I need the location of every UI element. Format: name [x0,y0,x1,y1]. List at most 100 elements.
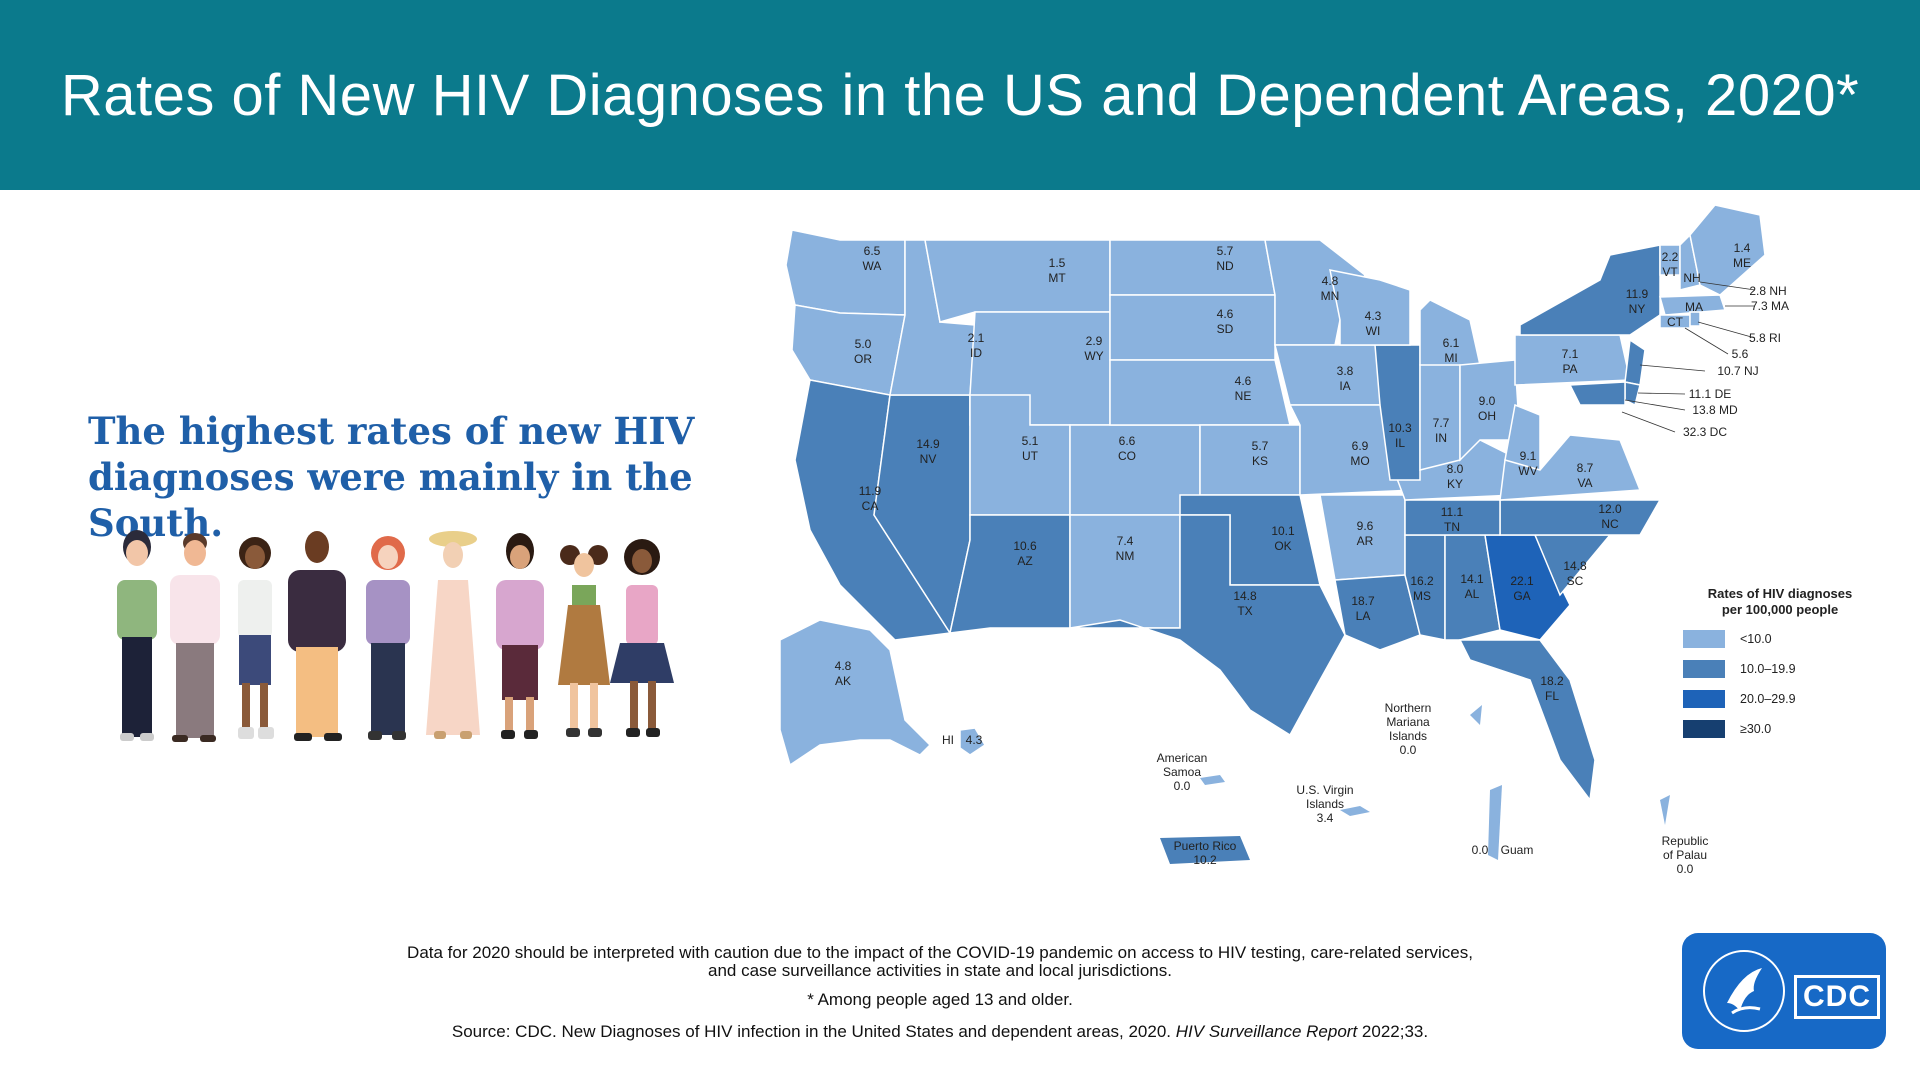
northern-mariana-rate: 0.0 [1400,743,1417,757]
hiv-rate-map: 6.5WA5.0OR11.9CA14.9NV2.1ID1.5MT2.9WY5.1… [780,204,1852,876]
territory-northern-mariana-shape [1470,705,1482,725]
small-state-code-nh: NH [1683,271,1700,285]
state-label-va-code: VA [1577,476,1592,490]
state-label-nv-code: NV [920,452,937,466]
northern-mariana-name-line-2: Mariana [1386,715,1430,729]
callout-leader-line [1684,327,1729,355]
state-label-il-rate: 10.3 [1388,421,1412,435]
state-label-wy-code: WY [1084,349,1103,363]
state-il [1374,344,1421,481]
callout-label: 13.8 MD [1692,403,1738,417]
northern-mariana-name-line-1: Northern [1385,701,1432,715]
page-title: Rates of New HIV Diagnoses in the US and… [60,63,1860,128]
state-label-fl-code: FL [1545,689,1559,703]
state-la [1334,574,1421,651]
state-sd [1109,294,1276,361]
territory-puerto-rico-shape [1160,836,1250,864]
state-label-tx-code: TX [1237,604,1252,618]
hhs-eagle-seal-icon [1703,950,1785,1032]
state-label-ks-code: KS [1252,454,1268,468]
state-label-hi-rate: 4.3 [966,733,983,747]
state-label-wi-code: WI [1366,324,1381,338]
state-label-wy-rate: 2.9 [1086,334,1103,348]
state-label-il-code: IL [1395,436,1405,450]
state-label-al-code: AL [1465,587,1480,601]
american-samoa-name-line-2: Samoa [1163,765,1201,779]
state-label-wi-rate: 4.3 [1365,309,1382,323]
state-md [1568,381,1626,406]
legend-label-3: 20.0–29.9 [1740,692,1796,706]
state-label-sc-code: SC [1567,574,1584,588]
state-label-in-code: IN [1435,431,1447,445]
state-ma [1659,294,1727,316]
state-label-ok-code: OK [1274,539,1291,553]
state-label-nd-code: ND [1216,259,1234,273]
cdc-logo-text: CDC [1794,975,1880,1019]
person-2-figure [170,533,220,742]
northern-mariana-name-line-3: Islands [1389,729,1427,743]
state-label-al-rate: 14.1 [1460,572,1484,586]
virgin-islands-name-line-2: Islands [1306,797,1344,811]
state-label-fl-rate: 18.2 [1540,674,1564,688]
state-label-ia-code: IA [1339,379,1350,393]
legend-swatch-4 [1683,720,1725,738]
state-label-ne-code: NE [1235,389,1252,403]
state-nm [1069,514,1181,629]
state-tn [1404,499,1501,536]
state-label-mi-rate: 6.1 [1443,336,1460,350]
state-label-sc-rate: 14.8 [1563,559,1587,573]
state-label-me-code: ME [1733,256,1751,270]
state-label-nd-rate: 5.7 [1217,244,1234,258]
state-label-ca-rate: 11.9 [859,484,882,498]
state-label-ia-rate: 3.8 [1337,364,1354,378]
source-suffix: 2022;33. [1361,1022,1429,1041]
state-label-ny-code: NY [1629,302,1646,316]
state-label-nc-code: NC [1601,517,1619,531]
palau-name-line-2: of Palau [1663,848,1707,862]
state-label-wa-rate: 6.5 [864,244,881,258]
state-wi [1329,269,1411,346]
state-label-ky-code: KY [1447,477,1463,491]
caution-note-line-2: and case surveillance activities in stat… [708,961,1172,980]
state-label-pa-rate: 7.1 [1562,347,1579,361]
state-or [791,304,906,396]
source-report-title: HIV Surveillance Report [1175,1022,1358,1041]
state-label-ca-code: CA [862,499,879,513]
callout-label: 7.3 MA [1751,299,1789,313]
state-label-az-rate: 10.6 [1013,539,1037,553]
callout-label: 5.8 RI [1749,331,1781,345]
state-label-vt-code: VT [1662,265,1678,279]
american-samoa-name-line-1: American [1157,751,1208,765]
state-ct [1659,314,1691,329]
state-label-sd-code: SD [1217,322,1234,336]
state-label-co-rate: 6.6 [1119,434,1136,448]
callout-leader-line [1699,281,1756,291]
state-nd [1109,239,1276,296]
person-3-figure [238,537,274,739]
state-label-ms-rate: 16.2 [1410,574,1434,588]
guam-rate: 0.0 [1472,843,1489,857]
state-label-co-code: CO [1118,449,1136,463]
state-label-ks-rate: 5.7 [1252,439,1269,453]
callout-label: 10.7 NJ [1717,364,1758,378]
state-ri [1689,311,1701,327]
puerto-rico-rate: 10.2 [1193,853,1217,867]
legend-swatch-2 [1683,660,1725,678]
state-label-ne-rate: 4.6 [1235,374,1252,388]
small-state-code-ma: MA [1685,300,1703,314]
callout-leader-line [1697,321,1756,339]
state-label-ny-rate: 11.9 [1626,287,1649,301]
state-label-ak-rate: 4.8 [835,659,852,673]
person-7-figure [496,533,544,739]
legend-swatch-3 [1683,690,1725,708]
cdc-logo: CDC [1682,933,1886,1049]
state-label-mn-rate: 4.8 [1322,274,1339,288]
state-label-ar-rate: 9.6 [1357,519,1374,533]
state-label-in-rate: 7.7 [1433,416,1450,430]
callout-leader-line [1624,399,1686,411]
state-label-oh-code: OH [1478,409,1496,423]
state-label-ut-code: UT [1022,449,1039,463]
state-label-az-code: AZ [1017,554,1032,568]
state-wa [785,229,906,316]
